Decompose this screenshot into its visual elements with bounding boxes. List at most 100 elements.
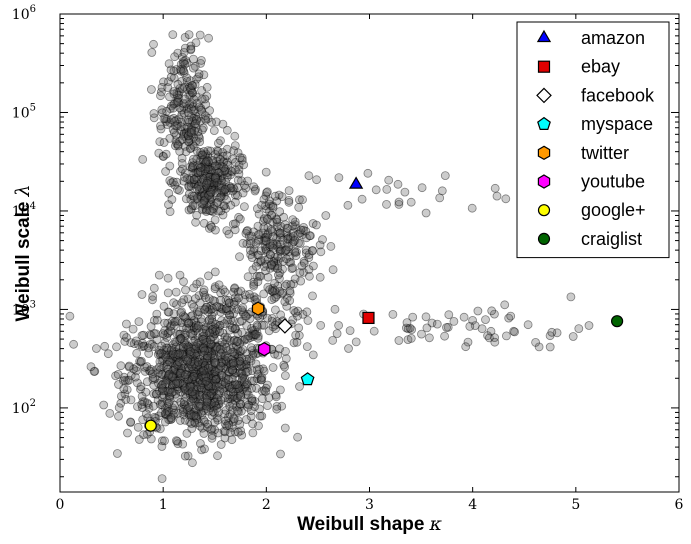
background-point xyxy=(197,445,207,455)
background-point xyxy=(158,354,168,364)
legend-label: youtube xyxy=(581,172,645,192)
background-point xyxy=(142,398,152,408)
background-point xyxy=(270,349,280,359)
background-point xyxy=(223,412,233,422)
background-point xyxy=(212,374,222,384)
background-point xyxy=(194,418,204,428)
background-point xyxy=(437,186,447,196)
background-point xyxy=(205,345,215,355)
background-point xyxy=(326,241,336,251)
background-point xyxy=(206,425,216,435)
background-point xyxy=(252,365,262,375)
background-point xyxy=(167,343,177,353)
background-point xyxy=(203,377,212,387)
background-point xyxy=(394,336,404,345)
background-point xyxy=(173,349,183,359)
background-point xyxy=(251,239,261,248)
background-point xyxy=(328,265,338,275)
background-point xyxy=(203,346,213,356)
background-point xyxy=(191,389,201,399)
background-point xyxy=(157,384,167,394)
background-point xyxy=(160,338,170,348)
background-point xyxy=(162,333,172,342)
background-point xyxy=(133,340,143,349)
background-point xyxy=(442,323,451,332)
background-point xyxy=(193,357,203,367)
background-point xyxy=(178,360,188,370)
background-point xyxy=(384,175,394,185)
legend-label: twitter xyxy=(581,143,629,163)
background-point xyxy=(262,187,272,197)
background-point xyxy=(229,309,238,319)
background-point xyxy=(157,369,167,379)
background-point xyxy=(237,373,247,383)
background-point xyxy=(243,366,253,376)
background-point xyxy=(218,328,228,338)
background-point xyxy=(154,386,164,396)
background-point xyxy=(253,369,263,379)
background-point xyxy=(277,192,287,202)
background-point xyxy=(139,430,149,440)
background-point xyxy=(165,92,174,102)
background-point xyxy=(241,311,250,321)
background-point xyxy=(152,389,162,399)
background-point xyxy=(203,363,213,373)
background-point xyxy=(207,381,217,391)
background-point xyxy=(170,337,180,347)
background-point xyxy=(184,410,194,420)
background-point xyxy=(190,356,200,366)
background-point xyxy=(220,287,230,297)
background-point xyxy=(213,428,223,438)
background-point xyxy=(154,148,164,158)
background-point xyxy=(189,322,199,332)
background-point xyxy=(199,367,209,377)
background-point xyxy=(152,335,162,345)
background-point xyxy=(163,288,173,298)
background-point xyxy=(217,342,227,352)
background-point xyxy=(180,363,190,373)
background-point xyxy=(134,435,144,444)
background-point xyxy=(158,349,168,359)
background-point xyxy=(252,294,262,304)
background-point xyxy=(421,208,431,218)
background-point xyxy=(168,354,177,364)
background-point xyxy=(202,402,212,412)
background-point xyxy=(242,349,252,359)
background-point xyxy=(176,334,186,344)
background-point xyxy=(234,384,244,394)
background-point xyxy=(192,362,202,372)
background-point xyxy=(146,364,156,374)
background-point xyxy=(222,382,232,392)
background-point xyxy=(334,320,344,330)
background-point xyxy=(228,413,238,423)
background-point xyxy=(197,410,207,420)
background-point xyxy=(162,407,172,417)
background-point xyxy=(221,416,231,426)
background-point xyxy=(159,386,169,396)
background-point xyxy=(153,395,163,405)
background-point xyxy=(357,194,367,204)
background-point xyxy=(160,403,170,413)
background-point xyxy=(242,363,252,373)
background-point xyxy=(172,98,182,107)
background-point xyxy=(188,63,198,73)
background-point xyxy=(406,197,416,207)
background-point xyxy=(197,150,207,160)
background-point xyxy=(268,363,278,372)
background-point xyxy=(169,405,179,415)
background-point xyxy=(201,322,210,332)
background-point xyxy=(188,348,198,358)
background-point xyxy=(179,277,188,287)
background-point xyxy=(235,153,245,163)
background-point xyxy=(178,323,188,332)
background-point xyxy=(202,354,212,364)
background-point xyxy=(179,48,189,57)
legend-marker xyxy=(537,204,551,217)
background-point xyxy=(219,351,229,361)
background-point xyxy=(177,368,186,378)
background-point xyxy=(157,408,166,418)
background-point xyxy=(160,417,170,427)
background-point xyxy=(191,318,201,328)
background-point xyxy=(243,176,253,186)
background-point xyxy=(190,368,200,378)
